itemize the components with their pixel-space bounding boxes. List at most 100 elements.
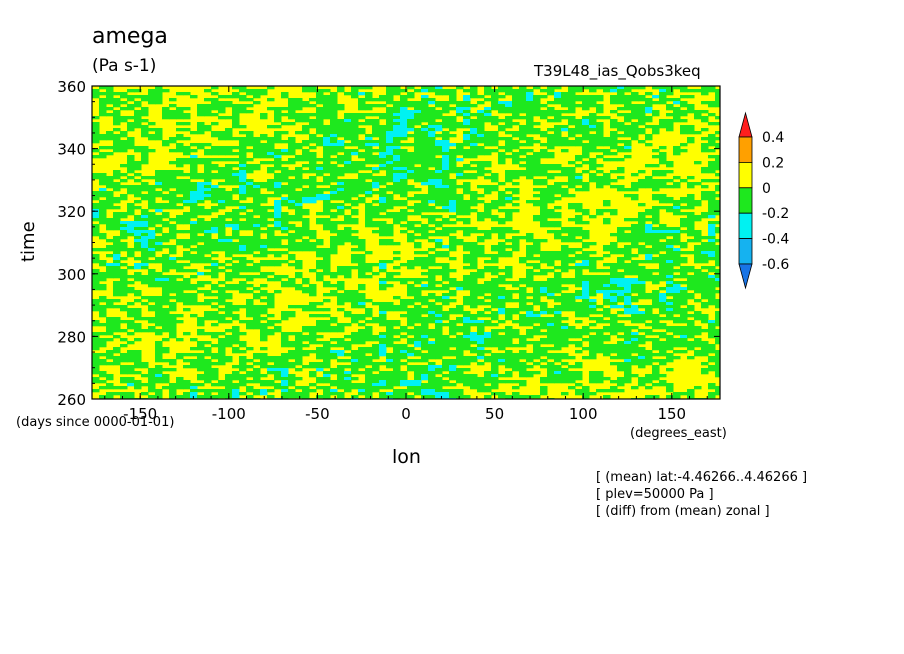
field-cell — [274, 161, 282, 165]
field-cell — [547, 101, 555, 105]
field-cell — [141, 317, 149, 321]
field-cell — [540, 206, 548, 210]
field-cell — [645, 242, 653, 246]
field-cell — [225, 329, 233, 333]
field-cell — [708, 221, 716, 225]
field-cell — [547, 320, 555, 324]
field-cell — [421, 230, 429, 234]
field-cell — [631, 308, 639, 312]
field-cell — [344, 179, 352, 183]
field-cell — [204, 236, 212, 240]
field-cell — [687, 269, 695, 273]
field-cell — [561, 104, 569, 108]
field-cell — [176, 257, 184, 261]
field-cell — [568, 239, 576, 243]
field-cell — [204, 107, 212, 111]
field-cell — [400, 110, 408, 114]
field-cell — [106, 269, 114, 273]
field-cell — [323, 140, 331, 144]
field-cell — [148, 308, 156, 312]
field-cell — [715, 161, 720, 165]
field-cell — [246, 185, 254, 189]
field-cell — [407, 185, 415, 189]
field-cell — [638, 356, 646, 360]
field-cell — [617, 170, 625, 174]
field-cell — [211, 323, 219, 327]
field-cell — [218, 242, 226, 246]
field-cell — [148, 299, 156, 303]
field-cell — [162, 179, 170, 183]
field-cell — [225, 296, 233, 300]
field-cell — [477, 320, 485, 324]
field-cell — [400, 353, 408, 357]
field-cell — [652, 257, 660, 261]
field-cell — [596, 347, 604, 351]
field-cell — [92, 122, 100, 126]
field-cell — [435, 338, 443, 342]
field-cell — [190, 269, 198, 273]
field-cell — [442, 92, 450, 96]
field-cell — [386, 92, 394, 96]
field-cell — [645, 98, 653, 102]
field-cell — [358, 287, 366, 291]
field-cell — [575, 266, 583, 270]
field-cell — [484, 260, 492, 264]
field-cell — [288, 314, 296, 318]
field-cell — [400, 95, 408, 99]
field-cell — [400, 278, 408, 282]
field-cell — [120, 164, 128, 168]
field-cell — [344, 137, 352, 141]
field-cell — [624, 125, 632, 129]
field-cell — [309, 146, 317, 150]
field-cell — [225, 179, 233, 183]
field-cell — [169, 323, 177, 327]
field-cell — [197, 200, 205, 204]
field-cell — [246, 284, 254, 288]
field-cell — [323, 356, 331, 360]
field-cell — [666, 275, 674, 279]
field-cell — [351, 149, 359, 153]
field-cell — [127, 176, 135, 180]
field-cell — [253, 275, 261, 279]
field-cell — [491, 149, 499, 153]
field-cell — [659, 344, 667, 348]
field-cell — [554, 356, 562, 360]
field-cell — [330, 122, 338, 126]
field-cell — [652, 326, 660, 330]
field-cell — [421, 182, 429, 186]
field-cell — [645, 332, 653, 336]
field-cell — [99, 218, 107, 222]
field-cell — [393, 164, 401, 168]
field-cell — [316, 221, 324, 225]
field-cell — [155, 215, 163, 219]
field-cell — [645, 239, 653, 243]
field-cell — [617, 257, 625, 261]
field-cell — [652, 173, 660, 177]
field-cell — [260, 290, 268, 294]
field-cell — [554, 287, 562, 291]
field-cell — [673, 242, 681, 246]
field-cell — [631, 134, 639, 138]
field-cell — [589, 119, 597, 123]
field-cell — [484, 215, 492, 219]
field-cell — [470, 245, 478, 249]
field-cell — [127, 281, 135, 285]
field-cell — [484, 140, 492, 144]
field-cell — [449, 98, 457, 102]
field-cell — [491, 227, 499, 231]
field-cell — [358, 275, 366, 279]
field-cell — [267, 293, 275, 297]
field-cell — [512, 146, 520, 150]
field-cell — [365, 218, 373, 222]
field-cell — [260, 146, 268, 150]
field-cell — [386, 341, 394, 345]
field-cell — [449, 278, 457, 282]
field-cell — [421, 323, 429, 327]
field-cell — [316, 170, 324, 174]
field-cell — [134, 323, 142, 327]
field-cell — [470, 248, 478, 252]
field-cell — [505, 131, 513, 135]
field-cell — [694, 113, 702, 117]
field-cell — [638, 320, 646, 324]
field-cell — [603, 200, 611, 204]
